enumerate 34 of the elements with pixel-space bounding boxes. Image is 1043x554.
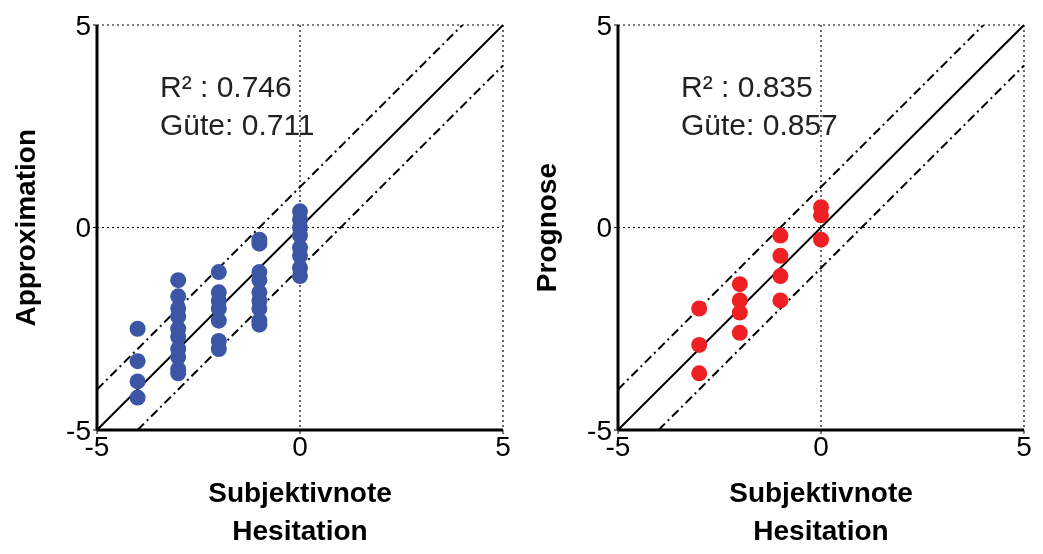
- y-axis-title: Prognose: [531, 162, 563, 293]
- point: [691, 336, 708, 353]
- x-tick-label: 5: [495, 430, 511, 462]
- y-tick-label: 5: [596, 9, 612, 41]
- point: [129, 389, 146, 406]
- point: [129, 353, 146, 370]
- point: [731, 276, 748, 293]
- annotation: Güte: 0.857: [681, 107, 838, 143]
- x-tick-label: 0: [813, 430, 829, 462]
- x-axis-title: Subjektivnote Hesitation: [728, 476, 914, 548]
- annotation: R² : 0.835: [681, 69, 814, 105]
- y-tick-label: 0: [75, 212, 91, 244]
- point: [691, 365, 708, 382]
- point: [731, 304, 748, 321]
- point: [772, 227, 789, 244]
- x-axis-title: Subjektivnote Hesitation: [207, 476, 393, 548]
- annotation: Güte: 0.711: [160, 107, 315, 143]
- y-tick-label: 0: [596, 212, 612, 244]
- point: [731, 324, 748, 341]
- point: [210, 312, 227, 329]
- point: [772, 247, 789, 264]
- y-tick-label: 5: [75, 9, 91, 41]
- x-tick-label: 0: [292, 430, 308, 462]
- point: [129, 320, 146, 337]
- point: [813, 231, 829, 248]
- annotation: R² : 0.746: [160, 69, 293, 105]
- point: [210, 264, 227, 281]
- point: [772, 292, 789, 309]
- y-axis-title: Approximation: [10, 128, 42, 327]
- point: [691, 300, 708, 317]
- point: [129, 373, 146, 390]
- point: [772, 268, 789, 285]
- point: [170, 272, 187, 289]
- x-tick-label: 5: [1016, 430, 1032, 462]
